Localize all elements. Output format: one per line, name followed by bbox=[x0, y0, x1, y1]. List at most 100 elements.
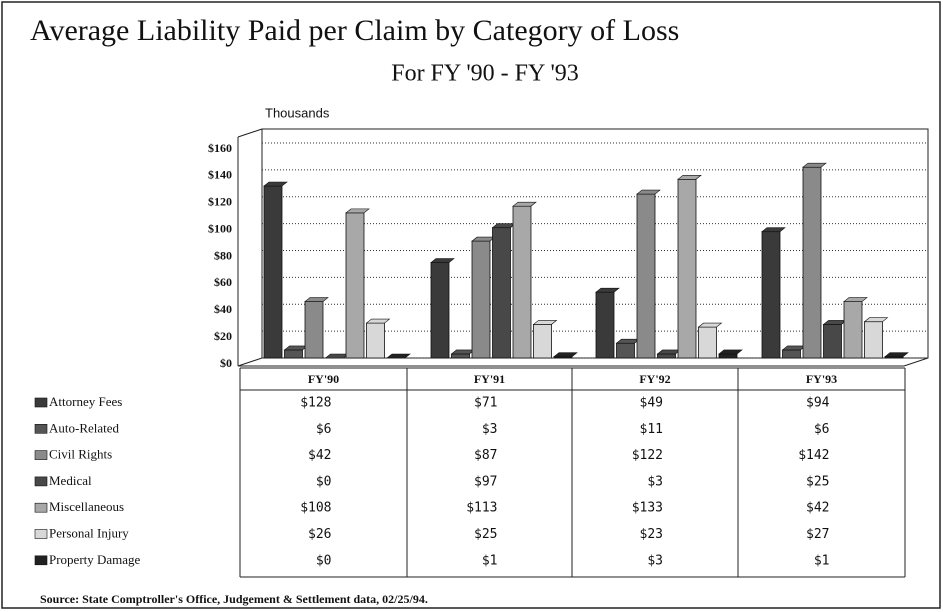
bar-top bbox=[761, 227, 786, 232]
value-label: $26 bbox=[308, 527, 331, 542]
bar bbox=[616, 342, 635, 359]
value-label: $142 bbox=[798, 448, 829, 463]
source-note: Source: State Comptroller's Office, Judg… bbox=[40, 592, 428, 606]
bar-top bbox=[677, 174, 702, 180]
legend-swatch bbox=[34, 529, 48, 539]
bar-top bbox=[450, 349, 476, 355]
bar bbox=[512, 205, 532, 359]
bar bbox=[492, 227, 511, 359]
bar bbox=[533, 324, 552, 359]
value-label: $42 bbox=[308, 448, 331, 463]
left-wall-top bbox=[237, 128, 263, 138]
value-label: $27 bbox=[806, 527, 829, 542]
x-tick-label: FY'90 bbox=[308, 372, 339, 386]
bar bbox=[284, 349, 303, 359]
value-label: $71 bbox=[474, 396, 497, 411]
x-tick-label: FY'93 bbox=[806, 372, 837, 386]
legend-label: Attorney Fees bbox=[49, 394, 122, 409]
legend-swatch bbox=[34, 502, 48, 513]
value-label: $1 bbox=[482, 553, 498, 568]
y-tick-label: $0 bbox=[220, 356, 232, 370]
bar-top bbox=[386, 353, 411, 359]
bar bbox=[802, 166, 822, 359]
value-label: $97 bbox=[474, 474, 497, 489]
value-label: $0 bbox=[316, 553, 332, 568]
legend-swatch bbox=[34, 423, 48, 434]
value-label: $42 bbox=[806, 501, 829, 516]
bar-top bbox=[491, 223, 517, 228]
value-label: $128 bbox=[300, 396, 331, 411]
legend-swatch bbox=[34, 555, 48, 566]
bar bbox=[304, 301, 324, 359]
y-tick-label: $120 bbox=[208, 195, 232, 209]
bar bbox=[657, 353, 676, 359]
bar-top bbox=[802, 162, 827, 168]
bar bbox=[595, 291, 615, 359]
y-tick-label: $140 bbox=[208, 168, 232, 182]
chart-title: Average Liability Paid per Claim by Cate… bbox=[30, 14, 679, 47]
bar-top bbox=[512, 201, 537, 207]
bar-top bbox=[843, 297, 868, 302]
floor bbox=[237, 357, 929, 367]
bar bbox=[718, 353, 738, 359]
value-label: $1 bbox=[814, 553, 830, 568]
y-tick-label: $20 bbox=[214, 329, 232, 343]
bar bbox=[636, 193, 656, 359]
value-label: $3 bbox=[647, 553, 663, 568]
bar-top bbox=[304, 297, 329, 302]
bar bbox=[430, 262, 450, 359]
bar-top bbox=[697, 322, 723, 328]
value-label: $94 bbox=[806, 396, 830, 411]
legend-swatch bbox=[34, 450, 48, 460]
value-label: $122 bbox=[632, 448, 663, 463]
bar-top bbox=[430, 258, 455, 263]
value-label: $6 bbox=[814, 422, 830, 437]
bar bbox=[345, 212, 365, 359]
bar bbox=[761, 231, 781, 359]
y-tick-label: $40 bbox=[214, 302, 232, 316]
bar-top bbox=[283, 345, 309, 351]
value-label: $87 bbox=[474, 448, 497, 463]
bar-top bbox=[595, 287, 620, 293]
legend-label: Civil Rights bbox=[49, 447, 112, 462]
bar-top bbox=[263, 181, 288, 187]
bar-top bbox=[471, 236, 496, 242]
bar bbox=[677, 178, 697, 359]
bar bbox=[366, 322, 385, 359]
bar-top bbox=[532, 320, 558, 325]
chart-subtitle: For FY '90 - FY '93 bbox=[391, 61, 579, 87]
bar-top bbox=[822, 320, 848, 325]
value-label: $25 bbox=[474, 527, 497, 542]
y-unit-label: Thousands bbox=[265, 105, 330, 120]
bar-top bbox=[718, 349, 743, 355]
bar-top bbox=[656, 349, 682, 355]
bar-top bbox=[884, 352, 909, 357]
value-label: $3 bbox=[647, 474, 663, 489]
value-label: $49 bbox=[640, 396, 663, 411]
bar-top bbox=[365, 318, 391, 324]
value-label: $25 bbox=[806, 474, 829, 489]
bar-top bbox=[345, 208, 370, 214]
bar bbox=[263, 185, 283, 359]
value-label: $108 bbox=[300, 501, 331, 516]
legend-label: Miscellaneous bbox=[49, 499, 124, 514]
legend-swatch bbox=[34, 476, 48, 487]
x-tick-label: FY'92 bbox=[639, 372, 670, 386]
bar bbox=[843, 301, 863, 359]
bar bbox=[698, 326, 717, 359]
value-label: $11 bbox=[640, 422, 663, 437]
legend-label: Medical bbox=[49, 473, 92, 488]
legend-label: Property Damage bbox=[49, 552, 141, 567]
bar bbox=[823, 324, 842, 359]
y-tick-label: $160 bbox=[208, 141, 232, 155]
bar-top bbox=[636, 189, 661, 195]
bar-top bbox=[553, 352, 578, 357]
bar-top bbox=[324, 353, 350, 359]
bar-top bbox=[781, 345, 807, 351]
bar-top bbox=[615, 338, 641, 344]
legend-swatch bbox=[34, 397, 48, 408]
bar bbox=[864, 321, 883, 359]
value-label: $0 bbox=[316, 474, 332, 489]
